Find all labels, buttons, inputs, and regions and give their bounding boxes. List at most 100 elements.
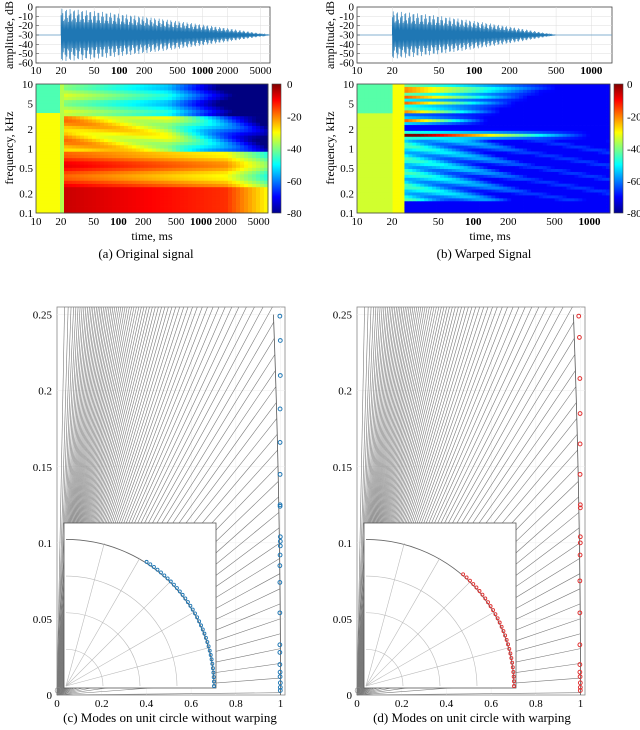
spec-cell bbox=[515, 180, 520, 185]
spec-cell bbox=[192, 180, 197, 185]
spec-cell bbox=[148, 196, 153, 201]
spec-cell bbox=[244, 206, 249, 211]
spec-cell bbox=[52, 200, 57, 204]
spec-cell bbox=[392, 145, 397, 149]
spec-cell bbox=[566, 84, 571, 88]
spec-cell bbox=[451, 130, 457, 135]
spec-cell bbox=[447, 139, 453, 144]
spec-cell bbox=[550, 160, 556, 164]
spec-cell bbox=[60, 180, 65, 185]
spec-cell bbox=[546, 157, 552, 161]
spec-cell bbox=[519, 136, 524, 141]
spec-cell bbox=[212, 161, 217, 166]
spec-cell bbox=[562, 110, 567, 114]
spec-cell bbox=[495, 174, 500, 179]
spec-cell bbox=[112, 113, 117, 117]
spec-cell bbox=[451, 192, 457, 196]
spec-cell bbox=[140, 187, 145, 191]
spec-cell bbox=[172, 96, 177, 101]
spec-cell bbox=[364, 195, 370, 199]
spec-cell bbox=[582, 92, 587, 97]
spec-cell bbox=[76, 180, 81, 185]
spec-cell bbox=[252, 171, 257, 175]
spec-cell bbox=[436, 154, 441, 158]
spec-cell bbox=[188, 142, 193, 146]
spec-cell bbox=[260, 113, 265, 117]
spec-cell bbox=[144, 93, 149, 98]
spec-cell bbox=[420, 107, 425, 111]
spec-cell bbox=[88, 193, 93, 198]
spec-cell bbox=[436, 174, 441, 179]
spec-cell bbox=[52, 148, 57, 153]
spec-cell bbox=[570, 86, 575, 91]
spec-cell bbox=[224, 87, 229, 91]
spec-cell bbox=[52, 103, 57, 107]
spec-cell bbox=[44, 113, 49, 117]
spec-cell bbox=[56, 113, 61, 117]
spec-cell bbox=[408, 177, 413, 182]
spec-cell bbox=[176, 87, 181, 91]
spec-cell bbox=[459, 183, 465, 188]
spec-cell bbox=[380, 174, 386, 179]
spec-cell bbox=[372, 195, 378, 199]
spec-cell bbox=[499, 125, 504, 129]
spec-cell bbox=[432, 122, 437, 126]
spec-cell bbox=[208, 203, 213, 207]
spec-cell bbox=[392, 98, 397, 102]
spec-cell bbox=[357, 107, 362, 111]
spec-cell bbox=[204, 103, 209, 107]
spec-cell bbox=[440, 84, 445, 88]
spec-cell bbox=[491, 119, 496, 123]
spec-cell bbox=[248, 87, 253, 91]
spec-cell bbox=[495, 204, 500, 208]
spec-cell bbox=[499, 183, 504, 188]
spec-cell bbox=[84, 151, 89, 156]
spec-cell bbox=[578, 171, 583, 176]
spec-cell bbox=[519, 177, 524, 182]
spec-cell bbox=[252, 209, 257, 214]
spec-cell bbox=[260, 151, 265, 156]
spec-cell bbox=[526, 198, 532, 202]
spec-cell bbox=[372, 157, 378, 161]
spec-cell bbox=[216, 158, 221, 162]
spec-cell bbox=[108, 142, 113, 146]
spec-cell bbox=[192, 119, 197, 124]
spec-cell bbox=[574, 151, 579, 155]
spec-cell bbox=[459, 169, 465, 173]
spec-cell bbox=[124, 135, 129, 140]
spec-cell bbox=[550, 86, 556, 91]
spec-cell bbox=[451, 101, 457, 105]
spec-cell bbox=[128, 113, 133, 117]
spec-cell bbox=[471, 148, 476, 152]
spec-cell bbox=[554, 177, 560, 182]
spec-cell bbox=[558, 133, 563, 138]
spec-cell bbox=[396, 125, 401, 129]
spec-cell bbox=[192, 116, 197, 120]
spec-cell bbox=[515, 201, 520, 205]
spec-cell bbox=[455, 86, 461, 91]
spec-cell bbox=[554, 180, 560, 185]
spec-cell bbox=[172, 142, 177, 146]
spec-cell bbox=[455, 177, 461, 182]
spec-cell bbox=[554, 166, 560, 170]
spec-cell bbox=[503, 189, 508, 193]
spec-cell bbox=[558, 160, 563, 164]
spec-cell bbox=[148, 142, 153, 146]
spec-cell bbox=[455, 192, 461, 196]
spec-cell bbox=[80, 193, 85, 198]
spec-cell bbox=[368, 136, 374, 141]
spec-cell bbox=[120, 206, 125, 211]
spec-cell bbox=[176, 138, 181, 143]
spec-cell bbox=[440, 180, 445, 185]
spec-cell bbox=[455, 151, 461, 155]
spec-cell bbox=[507, 207, 512, 211]
spec-cell bbox=[36, 132, 41, 137]
spec-cell bbox=[534, 101, 540, 105]
spec-cell bbox=[228, 180, 233, 185]
spec-cell bbox=[176, 193, 181, 198]
spec-cell bbox=[463, 195, 469, 199]
spec-cell bbox=[558, 201, 563, 205]
spec-cell bbox=[160, 193, 165, 198]
spec-cell bbox=[586, 122, 591, 126]
spec-cell bbox=[586, 113, 591, 117]
